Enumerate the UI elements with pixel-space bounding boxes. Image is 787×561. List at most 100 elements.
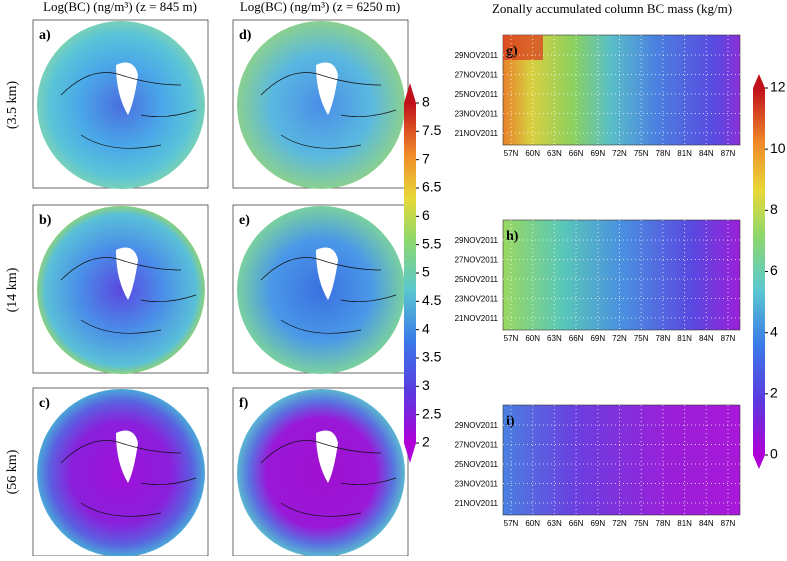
map-panels: a) b) c) d) e) f) [32, 19, 409, 557]
panel-label: h) [506, 229, 519, 244]
coastline [60, 257, 197, 334]
panel-label: i) [506, 414, 515, 429]
panel-label: a) [39, 28, 51, 43]
panel-label: c) [39, 396, 50, 411]
date-label: 29NOV2011 [455, 51, 499, 60]
date-label: 25NOV2011 [455, 275, 499, 284]
latitude-label: 66N [569, 334, 584, 343]
row-label: (14 km) [5, 267, 20, 312]
map-disc [237, 389, 405, 557]
date-label: 21NOV2011 [455, 499, 499, 508]
latitude-label: 87N [721, 334, 736, 343]
colorbars: 2 2.5 3 3.5 4 4.5 5 5.5 6 6.5 7 7.5 8 0 2 4 6 8 10 12 [404, 74, 786, 469]
latitude-label: 63N [547, 149, 562, 158]
colorbar-tick-label: 4 [770, 323, 778, 339]
colorbar-tick-label: 8 [422, 94, 430, 110]
latitude-label: 78N [656, 334, 671, 343]
latitude-label: 57N [504, 519, 519, 528]
date-label: 23NOV2011 [455, 110, 499, 119]
latitude-label: 60N [525, 334, 540, 343]
colorbar-tick-label: 8 [770, 201, 778, 217]
date-label: 23NOV2011 [455, 480, 499, 489]
landmass [316, 62, 338, 115]
latitude-label: 75N [634, 149, 649, 158]
coastline [260, 440, 397, 517]
latitude-label: 57N [504, 334, 519, 343]
latitude-label: 72N [612, 149, 627, 158]
heatmap-hotspot [503, 35, 543, 60]
colorbar-tick-label: 7 [422, 150, 430, 166]
heatmap [502, 404, 741, 516]
colorbar [753, 88, 765, 455]
latitude-label: 69N [590, 334, 605, 343]
latitude-label: 63N [547, 334, 562, 343]
latitude-label: 81N [677, 149, 692, 158]
latitude-label: 81N [677, 519, 692, 528]
latitude-label: 75N [634, 334, 649, 343]
colorbar-cap [404, 443, 416, 463]
colorbar [404, 103, 416, 443]
coastline [260, 257, 397, 334]
map-disc [237, 21, 405, 189]
colorbar-tick-label: 5.5 [422, 235, 442, 251]
hovmoller-panels: g) 29NOV2011 27NOV2011 25NOV2011 23NOV2011 21… [455, 34, 741, 528]
latitude-label: 84N [699, 519, 714, 528]
latitude-label: 75N [634, 519, 649, 528]
latitude-label: 66N [569, 519, 584, 528]
colorbar-cap [753, 455, 765, 469]
column-title: Log(BC) (ng/m³) (z = 845 m) [43, 0, 197, 14]
colorbar-cap [404, 83, 416, 103]
latitude-label: 72N [612, 519, 627, 528]
landmass [316, 430, 338, 483]
map-disc [37, 21, 205, 189]
latitude-label: 81N [677, 334, 692, 343]
latitude-label: 69N [590, 149, 605, 158]
date-label: 29NOV2011 [455, 421, 499, 430]
colorbar-tick-label: 3 [422, 377, 430, 393]
panel-label: e) [239, 213, 250, 228]
date-label: 29NOV2011 [455, 236, 499, 245]
colorbar-tick-label: 12 [770, 79, 786, 95]
latitude-label: 69N [590, 519, 605, 528]
colorbar-tick-label: 6 [770, 262, 778, 278]
colorbar-tick-label: 3.5 [422, 349, 442, 365]
latitude-label: 57N [504, 149, 519, 158]
colorbar-tick-label: 2 [770, 385, 778, 401]
colorbar-tick-label: 2.5 [422, 405, 442, 421]
date-label: 27NOV2011 [455, 256, 499, 265]
date-label: 23NOV2011 [455, 295, 499, 304]
colorbar-tick-label: 0 [770, 446, 778, 462]
panel-label: f) [239, 396, 249, 411]
latitude-label: 63N [547, 519, 562, 528]
latitude-label: 72N [612, 334, 627, 343]
colorbar-tick-label: 5 [422, 264, 430, 280]
panel-label: g) [506, 44, 518, 59]
column-title: Log(BC) (ng/m³) (z = 6250 m) [240, 0, 400, 14]
row-label: (3.5 km) [5, 81, 20, 130]
date-label: 27NOV2011 [455, 71, 499, 80]
landmass [116, 62, 138, 115]
latitude-label: 78N [656, 519, 671, 528]
colorbar-tick-label: 2 [422, 434, 430, 450]
latitude-label: 84N [699, 149, 714, 158]
colorbar-tick-label: 6 [422, 207, 430, 223]
landmass [116, 247, 138, 300]
colorbar-tick-label: 4.5 [422, 292, 442, 308]
latitude-label: 66N [569, 149, 584, 158]
date-label: 27NOV2011 [455, 441, 499, 450]
map-disc [237, 206, 405, 374]
coastline [60, 72, 197, 149]
panel-label: b) [39, 213, 52, 228]
colorbar-tick-label: 6.5 [422, 179, 442, 195]
heatmap [502, 219, 741, 331]
map-disc [37, 206, 205, 374]
colorbar-cap [753, 74, 765, 88]
panel-label: d) [239, 28, 252, 43]
colorbar-tick-label: 7.5 [422, 122, 442, 138]
latitude-label: 84N [699, 334, 714, 343]
date-label: 25NOV2011 [455, 460, 499, 469]
map-disc [37, 389, 205, 557]
latitude-label: 60N [525, 519, 540, 528]
latitude-label: 87N [721, 149, 736, 158]
